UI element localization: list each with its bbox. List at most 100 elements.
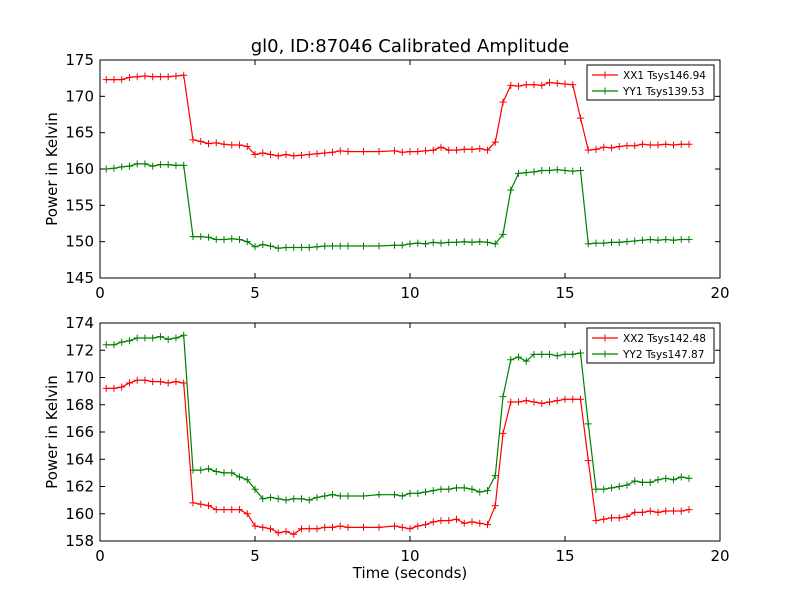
data-point (522, 81, 530, 89)
data-point (646, 507, 654, 515)
data-point (336, 522, 344, 530)
data-point (592, 145, 600, 153)
data-point (569, 395, 577, 403)
data-point (685, 235, 693, 243)
data-point (321, 492, 329, 500)
data-point (569, 167, 577, 175)
data-point (189, 466, 197, 474)
data-point (445, 517, 453, 525)
data-point (561, 166, 569, 174)
data-point (259, 241, 267, 249)
data-point (305, 525, 313, 533)
data-point (608, 144, 615, 152)
data-point (329, 242, 336, 250)
data-point (212, 139, 220, 147)
legend-swatch-marker (601, 334, 609, 342)
data-point (251, 522, 259, 530)
data-point (267, 525, 274, 533)
data-point (546, 166, 553, 174)
data-point (639, 508, 646, 516)
data-point (515, 398, 522, 406)
data-point (125, 162, 133, 170)
data-point (468, 485, 476, 493)
data-point (180, 71, 188, 79)
data-point (236, 141, 243, 149)
data-point (205, 233, 212, 241)
data-point (220, 506, 228, 514)
data-point (522, 357, 530, 365)
data-point (484, 487, 491, 495)
data-point (110, 341, 118, 349)
data-point (654, 508, 662, 516)
data-point (429, 146, 437, 154)
x-tick-label: 20 (710, 547, 729, 565)
data-point (522, 169, 530, 177)
data-point (507, 398, 515, 406)
data-point (298, 151, 305, 159)
legend-label: YY2 Tsys147.87 (622, 349, 704, 361)
data-point (406, 489, 414, 497)
data-point (360, 492, 367, 500)
data-point (149, 378, 157, 386)
data-point (491, 138, 499, 146)
x-tick-label: 15 (555, 284, 574, 302)
data-point (398, 492, 406, 500)
data-point (507, 186, 515, 194)
series-markers-2 (102, 331, 693, 504)
data-point (220, 140, 228, 148)
data-point (156, 73, 164, 81)
data-point (592, 517, 600, 525)
data-point (615, 142, 623, 150)
y-tick-label: 165 (65, 124, 94, 142)
data-point (422, 521, 429, 529)
data-point (677, 473, 685, 481)
data-point (156, 333, 164, 341)
data-point (118, 338, 126, 346)
data-point (584, 457, 592, 465)
data-point (546, 398, 553, 406)
data-point (414, 148, 422, 156)
data-point (336, 242, 344, 250)
data-point (141, 376, 149, 384)
data-point (615, 514, 623, 522)
data-point (499, 393, 507, 401)
data-point (282, 527, 290, 535)
data-point (360, 523, 367, 531)
data-point (118, 383, 126, 391)
data-point (561, 395, 569, 403)
data-point (491, 502, 499, 510)
data-point (259, 523, 267, 531)
data-point (662, 235, 670, 243)
data-point (677, 507, 685, 515)
data-point (406, 525, 414, 533)
data-point (631, 237, 639, 245)
data-point (561, 80, 569, 88)
data-point (267, 242, 274, 250)
data-point (180, 331, 188, 339)
data-point (243, 476, 251, 484)
data-point (460, 238, 468, 246)
data-point (398, 241, 406, 249)
data-point (321, 149, 329, 157)
y-tick-label: 170 (65, 369, 94, 387)
data-point (631, 142, 639, 150)
x-axis-label: Time (seconds) (352, 564, 468, 582)
data-point (499, 98, 507, 106)
data-point (515, 82, 522, 90)
data-point (118, 76, 126, 84)
data-point (164, 73, 172, 81)
x-tick-label: 10 (400, 284, 419, 302)
data-point (336, 147, 344, 155)
data-point (546, 79, 553, 87)
data-point (677, 235, 685, 243)
data-point (118, 163, 126, 171)
x-tick-label: 5 (250, 547, 260, 565)
data-point (243, 142, 251, 150)
data-point (290, 243, 298, 251)
data-point (453, 515, 460, 523)
legend-box (586, 327, 715, 364)
data-point (623, 481, 631, 489)
legend-label: XX1 Tsys146.94 (623, 70, 706, 82)
data-point (445, 146, 453, 154)
data-point (476, 519, 484, 527)
